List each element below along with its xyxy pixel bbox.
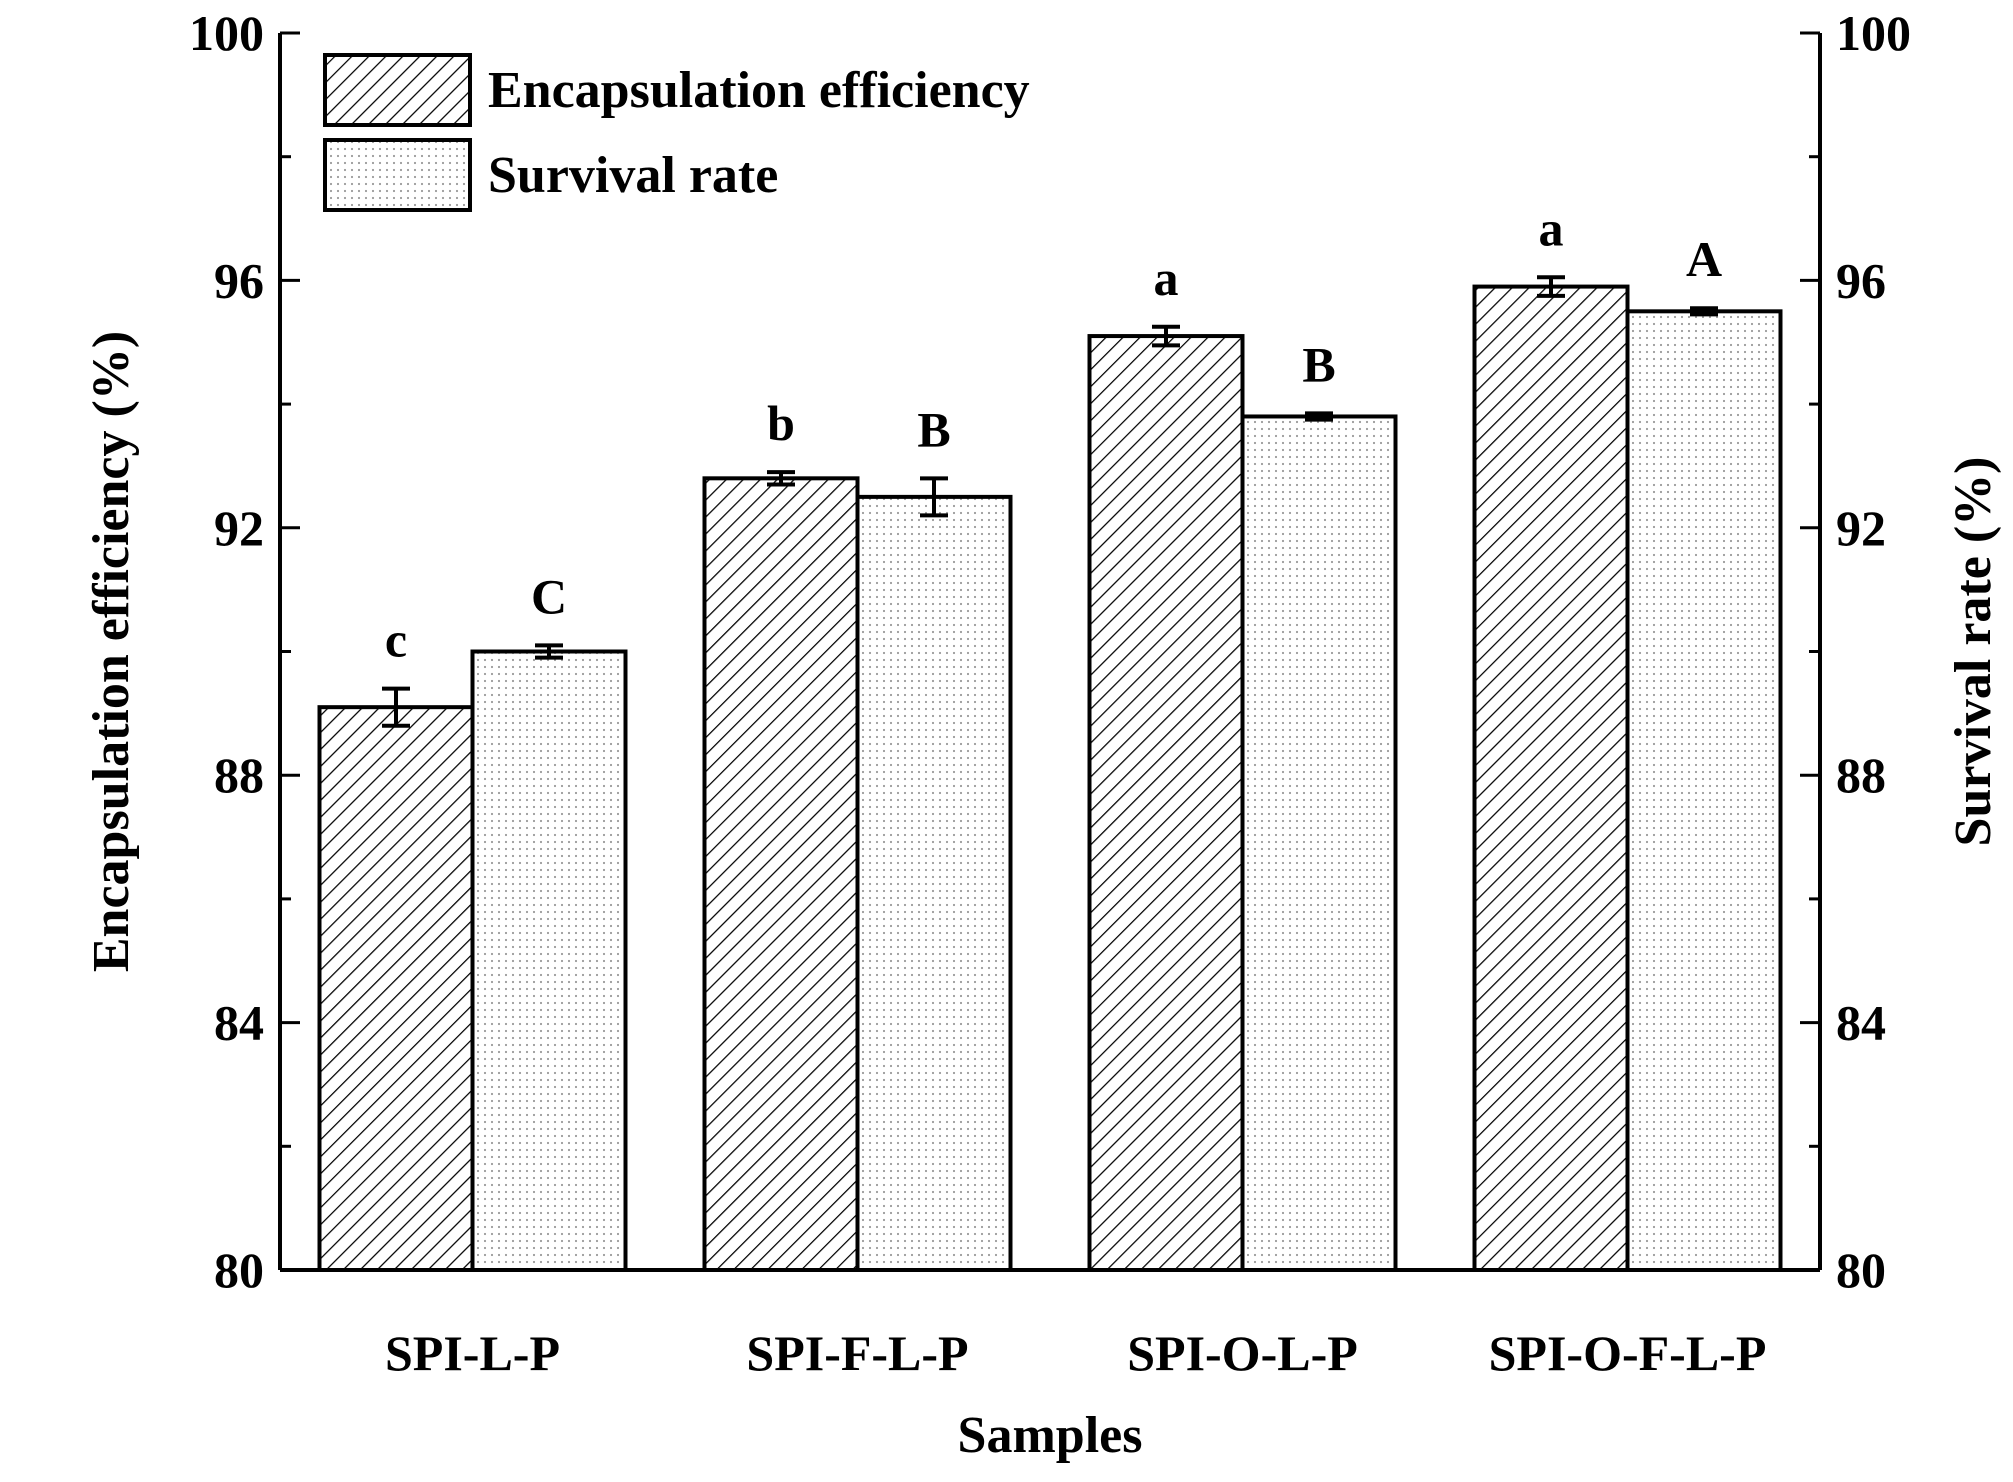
error-bar: [1152, 324, 1180, 348]
y-tick-label-left: 80: [214, 1242, 264, 1298]
significance-label: b: [767, 395, 795, 451]
significance-label: B: [1302, 336, 1335, 392]
x-tick-label: SPI-O-F-L-P: [1489, 1325, 1767, 1381]
y-tick-label-right: 80: [1836, 1242, 1886, 1298]
significance-label: B: [917, 401, 950, 457]
error-bar: [1305, 411, 1333, 422]
bar-encapsulation: [702, 476, 860, 1272]
bar-encapsulation: [1472, 284, 1630, 1272]
y-tick-label-right: 96: [1836, 252, 1886, 308]
error-bar: [767, 470, 795, 487]
y-tick-label-left: 84: [214, 995, 264, 1051]
error-bar: [382, 686, 410, 728]
significance-label: a: [1154, 250, 1179, 306]
y-tick-label-right: 100: [1836, 5, 1911, 61]
legend: Encapsulation efficiency Survival rate: [323, 53, 1030, 212]
legend-swatch-survival: [323, 138, 472, 212]
y-tick-label-left: 92: [214, 500, 264, 556]
bar-survival: [855, 494, 1013, 1272]
y-axis-title-right: Survival rate (%): [1945, 457, 2002, 847]
legend-label: Encapsulation efficiency: [488, 62, 1030, 119]
y-axis-title-left: Encapsulation efficiency (%): [83, 331, 140, 972]
y-tick-label-left: 100: [189, 5, 264, 61]
bar-survival: [1625, 309, 1783, 1272]
error-bar: [535, 643, 563, 660]
legend-label: Survival rate: [488, 147, 778, 204]
x-axis-title: Samples: [958, 1407, 1143, 1464]
error-bar: [1537, 275, 1565, 298]
bar-encapsulation: [1087, 334, 1245, 1272]
significance-label: c: [385, 612, 407, 668]
y-tick-label-left: 88: [214, 747, 264, 803]
significance-label: C: [531, 568, 567, 624]
y-tick-label-right: 92: [1836, 500, 1886, 556]
x-tick-label: SPI-L-P: [385, 1325, 560, 1381]
bar-survival: [470, 649, 628, 1272]
significance-label: A: [1686, 231, 1722, 287]
bar-encapsulation: [317, 705, 475, 1272]
y-tick-label-right: 84: [1836, 995, 1886, 1051]
error-bar: [1690, 306, 1718, 317]
bar-survival: [1240, 414, 1398, 1273]
y-tick-label-right: 88: [1836, 747, 1886, 803]
legend-swatch-encapsulation: [323, 53, 472, 127]
significance-label: a: [1539, 200, 1564, 256]
x-tick-label: SPI-O-L-P: [1127, 1325, 1358, 1381]
x-tick-label: SPI-F-L-P: [746, 1325, 968, 1381]
error-bar: [920, 476, 948, 518]
y-tick-label-left: 96: [214, 252, 264, 308]
